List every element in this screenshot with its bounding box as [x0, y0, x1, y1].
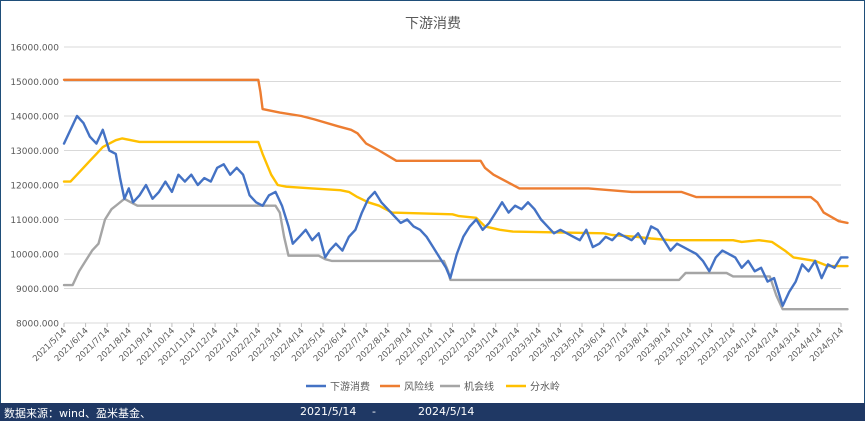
y-tick-label: 16000.000: [10, 44, 59, 54]
line-chart: 下游消费 8000.000 9000.000 10000.000 11000.000 1…: [10, 16, 849, 393]
y-tick-label: 13000.000: [10, 147, 59, 157]
y-axis-labels: 8000.000 9000.000 10000.000 11000.000 12000.…: [10, 44, 59, 330]
y-tick-label: 12000.000: [10, 182, 59, 192]
end-date: 2024/5/14: [418, 405, 475, 418]
start-date: 2021/5/14: [300, 405, 357, 418]
y-tick-label: 14000.000: [10, 113, 59, 123]
y-tick-label: 10000.000: [10, 251, 59, 261]
data-source: 数据来源：wind、盈米基金、: [4, 407, 152, 420]
gridlines: [63, 46, 842, 327]
series-line-0: [62, 114, 849, 307]
chart-title: 下游消费: [405, 16, 461, 32]
legend-label-0: 下游消费: [330, 380, 370, 393]
x-axis-labels: 2021/5/142021/6/142021/7/142021/8/142021…: [31, 326, 846, 368]
series-line-3: [62, 137, 849, 268]
date-separator: -: [372, 405, 376, 418]
y-tick-label: 15000.000: [10, 78, 59, 88]
footer-bar: 数据来源：wind、盈米基金、 2021/5/14 - 2024/5/14: [0, 403, 865, 421]
series-line-1: [62, 78, 849, 225]
y-tick-label: 8000.000: [16, 320, 59, 330]
legend: 下游消费 风险线 机会线 分水岭: [306, 380, 560, 393]
legend-label-3: 分水岭: [530, 380, 560, 393]
series-line-2: [62, 197, 849, 311]
series-lines: [62, 78, 849, 311]
y-tick-label: 11000.000: [10, 216, 59, 226]
legend-label-2: 机会线: [464, 380, 494, 393]
legend-label-1: 风险线: [404, 380, 434, 393]
y-tick-label: 9000.000: [16, 285, 59, 295]
